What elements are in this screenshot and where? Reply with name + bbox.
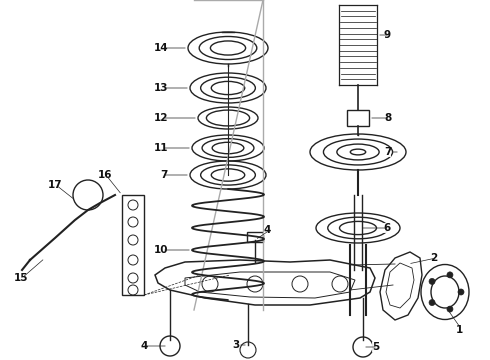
- Text: 7: 7: [161, 170, 168, 180]
- Text: 9: 9: [384, 30, 391, 40]
- Bar: [122, 195, 144, 295]
- Circle shape: [429, 278, 435, 284]
- Text: 5: 5: [372, 342, 379, 352]
- Circle shape: [429, 300, 435, 306]
- Text: 14: 14: [153, 43, 168, 53]
- Text: 12: 12: [153, 113, 168, 123]
- Circle shape: [458, 289, 464, 295]
- Text: 2: 2: [430, 253, 437, 263]
- Text: 3: 3: [232, 340, 239, 350]
- Text: 1: 1: [456, 325, 463, 335]
- Circle shape: [447, 306, 453, 312]
- Text: 11: 11: [153, 143, 168, 153]
- Text: 4: 4: [264, 225, 271, 235]
- Text: 13: 13: [153, 83, 168, 93]
- Text: 4: 4: [141, 341, 148, 351]
- Text: 15: 15: [14, 273, 28, 283]
- Circle shape: [447, 272, 453, 278]
- Text: 16: 16: [98, 170, 112, 180]
- Text: 10: 10: [153, 245, 168, 255]
- Text: 7: 7: [384, 147, 392, 157]
- Text: 8: 8: [384, 113, 391, 123]
- Text: 17: 17: [48, 180, 62, 190]
- Text: 6: 6: [383, 223, 390, 233]
